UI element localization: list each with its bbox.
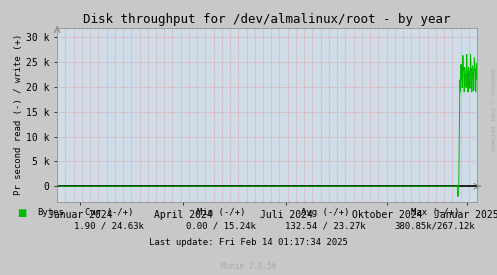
Text: Last update: Fri Feb 14 01:17:34 2025: Last update: Fri Feb 14 01:17:34 2025 bbox=[149, 238, 348, 247]
Text: Munin 2.0.56: Munin 2.0.56 bbox=[221, 262, 276, 271]
Text: Max (-/+): Max (-/+) bbox=[411, 208, 459, 217]
Text: Cur (-/+): Cur (-/+) bbox=[85, 208, 134, 217]
Text: 380.85k/267.12k: 380.85k/267.12k bbox=[395, 221, 475, 230]
Text: Bytes: Bytes bbox=[37, 208, 64, 217]
Text: Min (-/+): Min (-/+) bbox=[197, 208, 246, 217]
Text: 132.54 / 23.27k: 132.54 / 23.27k bbox=[285, 221, 366, 230]
Text: RRDTOOL / TOBI OETIKER: RRDTOOL / TOBI OETIKER bbox=[490, 69, 495, 151]
Text: 1.90 / 24.63k: 1.90 / 24.63k bbox=[75, 221, 144, 230]
Text: ■: ■ bbox=[17, 208, 27, 218]
Title: Disk throughput for /dev/almalinux/root - by year: Disk throughput for /dev/almalinux/root … bbox=[83, 13, 451, 26]
Text: Avg (-/+): Avg (-/+) bbox=[301, 208, 350, 217]
Text: 0.00 / 15.24k: 0.00 / 15.24k bbox=[186, 221, 256, 230]
Y-axis label: Pr second read (-) / write (+): Pr second read (-) / write (+) bbox=[14, 34, 23, 196]
